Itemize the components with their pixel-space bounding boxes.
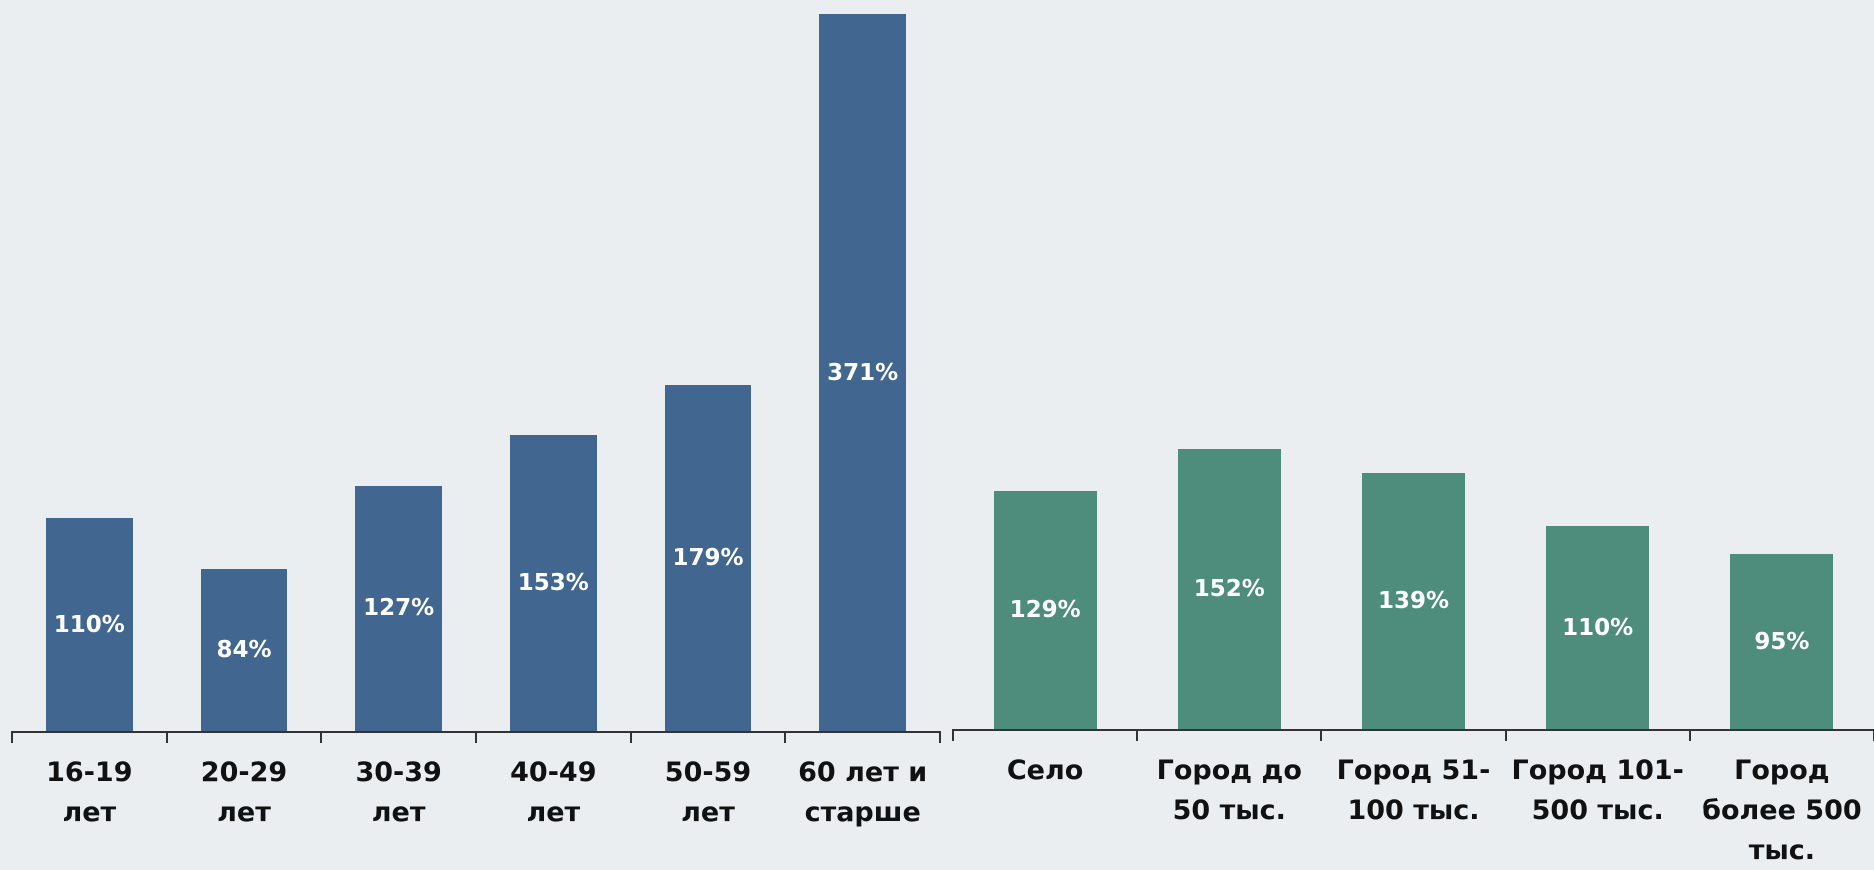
x-tick-label: 16-19 лет [46, 757, 133, 828]
x-tick [1504, 729, 1507, 741]
x-axis [953, 729, 1874, 731]
bar [1546, 526, 1650, 729]
bar [510, 435, 597, 731]
bar [819, 14, 906, 731]
bar [1361, 472, 1466, 729]
x-tick [320, 731, 323, 743]
x-tick-label: Город 101-500 тыс. [1511, 755, 1684, 826]
bar [46, 518, 133, 731]
bar [355, 485, 442, 731]
data-label: 95% [1754, 628, 1810, 655]
x-tick-label: Город до 50 тыс. [1156, 755, 1302, 826]
bar [200, 568, 288, 731]
data-label: 127% [363, 595, 435, 622]
data-label: 84% [216, 636, 272, 663]
x-tick [165, 731, 168, 743]
x-tick [1320, 729, 1323, 741]
x-tick-label: Город более 500 тыс. [1702, 755, 1862, 866]
x-tick [475, 731, 477, 743]
x-tick-label: 60 лет и старше [798, 757, 928, 828]
x-tick-label: 40-49 лет [510, 757, 597, 828]
data-label: 110% [1562, 614, 1634, 641]
data-label: 139% [1377, 587, 1450, 614]
data-label: 152% [1193, 576, 1265, 602]
x-tick-label: Село [1006, 755, 1084, 786]
x-tick [952, 729, 954, 741]
x-tick [939, 731, 941, 743]
data-label: 153% [517, 570, 589, 597]
bar [1177, 449, 1281, 729]
x-tick [629, 731, 632, 743]
x-tick [11, 731, 13, 743]
x-tick-label: 50-59 лет [664, 757, 752, 828]
bar [664, 385, 752, 731]
x-tick [1136, 729, 1139, 741]
data-label: 371% [827, 359, 899, 386]
bar [1730, 554, 1834, 729]
x-tick-label: 30-39 лет [355, 757, 442, 828]
bar [993, 491, 1097, 729]
x-tick-label: Город 51-100 тыс. [1336, 755, 1491, 826]
data-label: 129% [1009, 597, 1081, 624]
data-label: 110% [53, 611, 125, 638]
x-tick [1688, 729, 1691, 741]
x-tick-label: 20-29 лет [200, 757, 288, 828]
x-tick [784, 731, 787, 743]
data-label: 179% [672, 545, 744, 572]
